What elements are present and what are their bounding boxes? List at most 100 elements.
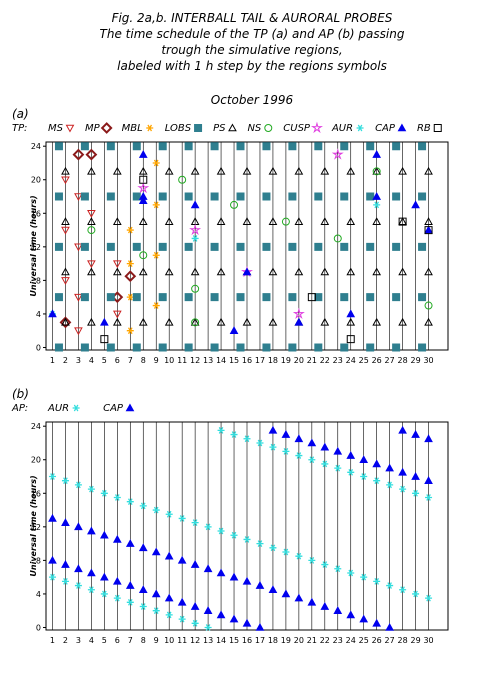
- marker: [61, 217, 70, 225]
- marker: [132, 142, 141, 151]
- marker: [294, 317, 304, 326]
- marker: [321, 561, 329, 568]
- marker: [100, 530, 109, 539]
- x-tick-label: 13: [203, 636, 213, 645]
- marker: [321, 460, 329, 468]
- marker: [126, 226, 134, 234]
- marker: [230, 531, 238, 539]
- marker: [203, 564, 213, 573]
- marker: [132, 293, 141, 302]
- x-tick-label: 27: [385, 636, 395, 645]
- marker: [366, 343, 375, 352]
- marker: [372, 191, 382, 200]
- marker: [255, 581, 265, 589]
- marker: [268, 585, 278, 594]
- marker: [113, 594, 121, 602]
- marker: [80, 293, 89, 302]
- legend-label: MBL: [122, 123, 143, 134]
- x-tick-label: 20: [294, 356, 304, 365]
- x-tick-label: 9: [154, 356, 159, 365]
- y-tick-label: 20: [31, 456, 41, 465]
- y-tick-label: 12: [31, 243, 41, 252]
- marker: [164, 267, 174, 276]
- marker: [314, 242, 323, 251]
- marker: [61, 176, 70, 185]
- marker: [243, 435, 251, 443]
- marker: [139, 603, 147, 610]
- marker: [190, 317, 200, 326]
- legend-symbol: [397, 123, 407, 132]
- marker: [320, 317, 330, 326]
- marker: [54, 142, 63, 151]
- y-tick-label: 0: [36, 343, 41, 352]
- marker: [216, 166, 226, 175]
- x-tick-label: 1: [50, 636, 55, 645]
- marker: [216, 610, 226, 619]
- legend-label: MS: [48, 123, 64, 134]
- marker: [424, 166, 433, 175]
- y-axis-label: Universal time (hours): [29, 195, 38, 296]
- marker: [152, 159, 160, 167]
- marker: [87, 317, 96, 326]
- marker: [158, 293, 167, 302]
- x-tick-label: 2: [63, 636, 68, 645]
- marker: [392, 242, 401, 251]
- x-tick-label: 8: [141, 636, 146, 645]
- marker: [372, 317, 382, 326]
- marker: [190, 560, 200, 568]
- legend-label: AUR: [331, 123, 353, 134]
- x-tick-label: 15: [229, 636, 239, 645]
- marker: [132, 343, 141, 352]
- marker: [359, 614, 369, 623]
- marker: [100, 572, 109, 581]
- marker: [106, 343, 115, 352]
- legend-symbol: [433, 124, 442, 132]
- marker: [333, 234, 342, 243]
- marker: [425, 494, 433, 501]
- marker: [268, 217, 278, 225]
- marker: [164, 551, 174, 560]
- marker: [139, 502, 147, 510]
- marker: [72, 148, 85, 161]
- panel-label: (a): [12, 107, 29, 121]
- marker: [190, 267, 200, 276]
- marker: [372, 618, 382, 627]
- marker: [126, 598, 134, 606]
- marker: [158, 192, 167, 201]
- marker: [80, 343, 89, 352]
- marker: [139, 251, 148, 260]
- marker: [191, 235, 199, 242]
- marker: [139, 175, 148, 184]
- x-tick-label: 11: [177, 356, 187, 365]
- legend-label: MP: [85, 123, 101, 134]
- marker: [87, 226, 96, 235]
- marker: [334, 565, 342, 573]
- marker: [424, 434, 433, 443]
- x-tick-label: 22: [320, 636, 330, 645]
- marker: [112, 166, 122, 175]
- marker: [74, 243, 83, 252]
- marker: [138, 585, 148, 594]
- marker: [242, 576, 252, 585]
- marker: [54, 343, 63, 352]
- x-tick-label: 27: [385, 356, 395, 365]
- marker: [236, 242, 245, 251]
- marker: [138, 166, 148, 175]
- marker: [398, 467, 407, 476]
- marker: [189, 223, 202, 236]
- marker: [158, 142, 167, 151]
- marker: [106, 242, 115, 251]
- marker: [61, 166, 70, 175]
- legend-label: CUSP: [283, 123, 311, 134]
- marker: [346, 451, 356, 459]
- marker: [372, 166, 382, 175]
- marker: [61, 560, 70, 568]
- x-tick-label: 29: [410, 636, 420, 645]
- marker: [424, 226, 433, 235]
- marker: [282, 548, 290, 556]
- marker: [314, 343, 323, 352]
- marker: [372, 217, 382, 225]
- marker: [340, 242, 349, 251]
- y-tick-label: 4: [36, 310, 41, 319]
